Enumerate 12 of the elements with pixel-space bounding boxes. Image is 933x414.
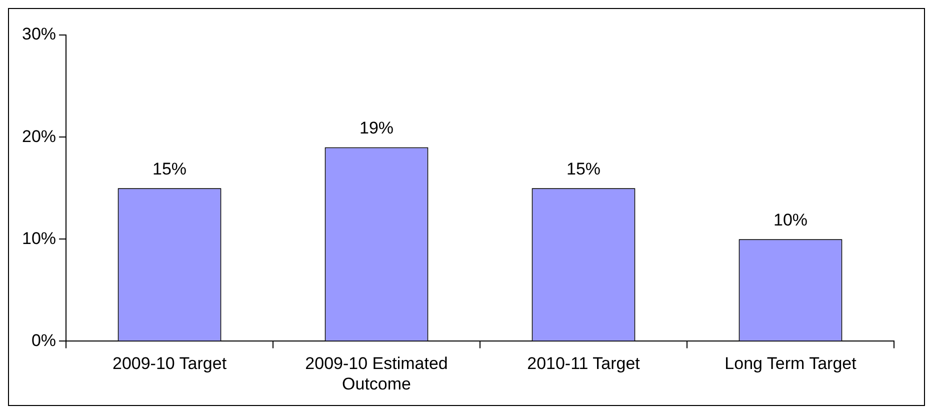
data-label: 15%: [566, 159, 601, 178]
data-label: 19%: [360, 118, 394, 138]
data-label: 10%: [773, 210, 808, 230]
y-tick-label: 10%: [22, 228, 56, 248]
y-tick-label: 0%: [31, 330, 56, 350]
x-tick-label: 2009-10 Target: [112, 354, 227, 374]
x-tick-label: 2009-10 Estimated Outcome: [305, 354, 448, 394]
data-label: 15%: [152, 159, 187, 178]
y-tick-label: 30%: [22, 24, 56, 44]
x-tick-label: 2010-11 Target: [527, 354, 640, 374]
x-tick-label: Long Term Target: [724, 354, 857, 374]
y-tick-label: 20%: [22, 126, 56, 146]
